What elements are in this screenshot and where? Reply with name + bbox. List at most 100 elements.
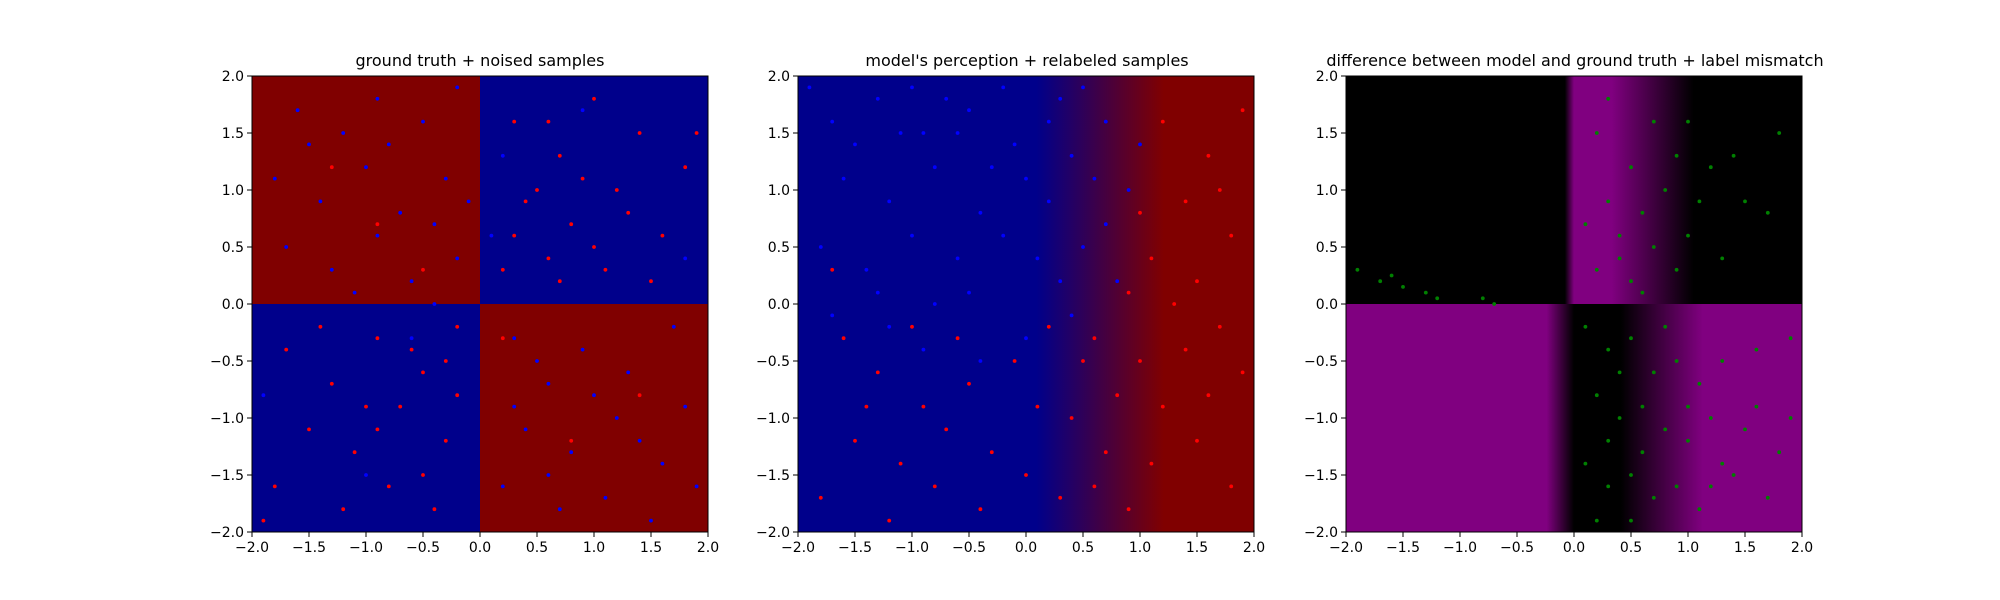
data-point (1651, 370, 1656, 375)
y-tick-label: −1.5 (1304, 468, 1338, 484)
data-point (1686, 233, 1690, 238)
data-point (1788, 336, 1793, 341)
data-point (1606, 438, 1611, 443)
x-tick-label: 1.5 (1186, 540, 1208, 556)
data-point (1115, 393, 1120, 398)
data-point (683, 256, 688, 261)
data-point (1594, 393, 1599, 398)
data-point (546, 119, 551, 124)
data-point (386, 142, 391, 147)
data-point (557, 507, 562, 512)
data-point (887, 324, 892, 329)
data-point (1594, 267, 1599, 272)
data-point (1172, 302, 1177, 306)
data-point (1126, 290, 1131, 295)
data-point (1012, 359, 1017, 363)
data-point (1103, 119, 1108, 124)
data-point (1583, 461, 1588, 466)
data-point (1058, 96, 1063, 101)
data-point (1126, 507, 1131, 512)
data-point (1674, 484, 1679, 489)
data-point (921, 347, 926, 352)
data-point (637, 131, 642, 135)
y-tick-label: −1.0 (1304, 411, 1338, 427)
data-point (1651, 245, 1656, 249)
y-tick-label: 1.5 (1316, 126, 1338, 142)
data-point (569, 222, 574, 227)
data-point (1697, 381, 1702, 386)
data-point (1594, 518, 1599, 523)
data-point (443, 359, 448, 363)
y-tick-label: −0.5 (210, 354, 244, 370)
x-tick-label: −1.5 (292, 540, 326, 556)
data-point (1583, 324, 1588, 329)
data-point (1720, 256, 1725, 261)
data-point (1629, 518, 1633, 523)
data-point (421, 119, 425, 124)
data-point (910, 233, 914, 238)
y-tick-label: 2.0 (1316, 69, 1338, 85)
data-point (898, 131, 903, 135)
data-point (364, 473, 368, 477)
data-point (1640, 450, 1645, 455)
data-point (1777, 450, 1782, 455)
data-point (500, 336, 505, 341)
x-tick-label: −1.0 (349, 540, 383, 556)
x-tick-label: −1.5 (838, 540, 872, 556)
x-tick-label: 2.0 (697, 540, 719, 556)
data-point (637, 438, 642, 443)
data-point (637, 393, 642, 398)
data-point (1160, 404, 1165, 409)
x-tick-label: −2.0 (781, 540, 815, 556)
subplot-2: model's perception + relabeled samples −… (756, 51, 1265, 556)
y-tick-label: 1.5 (222, 126, 244, 142)
data-point (1640, 210, 1645, 215)
data-point (626, 210, 631, 215)
data-point (375, 96, 380, 101)
data-point (272, 484, 277, 489)
data-point (535, 188, 539, 192)
data-point (671, 324, 676, 329)
y-tick-label: 1.5 (768, 126, 790, 142)
data-point (626, 370, 631, 375)
plot-background (1346, 76, 1802, 532)
data-point (329, 165, 334, 170)
y-tick-label: −0.5 (756, 354, 790, 370)
series-1 (818, 108, 1245, 523)
x-tick-label: 0.0 (1015, 540, 1037, 556)
data-point (1708, 165, 1713, 170)
data-point (1583, 222, 1588, 227)
x-tick-label: −0.5 (1500, 540, 1534, 556)
difference-upper-half (1346, 76, 1802, 304)
data-point (364, 165, 368, 170)
data-point (1138, 359, 1142, 363)
subplot-1-plot-area: −2.0 −1.5 −1.0 −0.5 0.0 0.5 1.0 1.5 2.0 −2.0 −1.5 −… (210, 69, 719, 556)
data-point (1024, 176, 1028, 181)
x-tick-label: −1.0 (1443, 540, 1477, 556)
data-point (1092, 176, 1097, 181)
data-point (1663, 324, 1668, 329)
data-point (807, 85, 812, 90)
data-point (955, 131, 960, 135)
data-point (1651, 119, 1656, 124)
data-point (1686, 119, 1690, 124)
series-1 (261, 96, 699, 523)
data-point (830, 313, 835, 318)
data-point (1115, 279, 1120, 284)
y-tick-label: 0.5 (222, 240, 244, 256)
x-tick-label: −2.0 (1329, 540, 1363, 556)
subplot-1: ground truth + noised samples −2.0 −1.5 −1… (210, 51, 719, 556)
data-point (580, 176, 585, 181)
model-decision-surface (798, 76, 1254, 532)
data-point (864, 404, 869, 409)
subplot-3: difference between model and ground trut… (1304, 51, 1824, 556)
data-point (1389, 273, 1394, 278)
data-point (1046, 119, 1051, 124)
data-point (1378, 279, 1383, 284)
data-point (512, 119, 517, 124)
data-point (921, 404, 926, 409)
data-point (910, 85, 914, 90)
data-point (455, 324, 460, 329)
y-tick-label: −1.5 (756, 468, 790, 484)
region-top-left (252, 76, 480, 304)
